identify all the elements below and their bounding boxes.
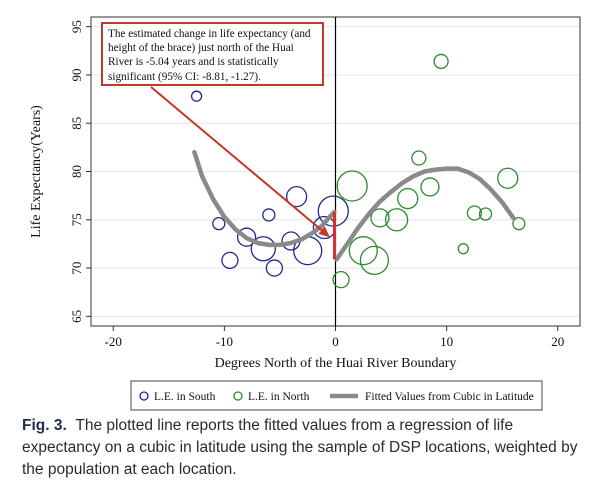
north-point (478, 207, 493, 221)
north-point (466, 205, 483, 221)
annotation-text: The estimated change in life expectancy … (108, 28, 311, 83)
x-tick-label: 20 (551, 334, 564, 349)
annotation-arrow (150, 86, 325, 233)
north-point (332, 270, 350, 289)
north-point (457, 243, 469, 255)
north-point (397, 187, 419, 210)
fitted-line-south (192, 149, 337, 248)
y-tick-label: 90 (69, 68, 84, 81)
y-tick-label: 65 (69, 310, 84, 323)
annotation-arrowhead (318, 226, 330, 238)
legend-fitted-label: Fitted Values from Cubic in Latitude (365, 391, 534, 403)
figure-caption: Fig. 3. The plotted line reports the fit… (22, 415, 584, 481)
x-tick-label: 0 (332, 334, 339, 349)
north-point (359, 245, 390, 275)
x-tick-label: -20 (105, 334, 122, 349)
y-tick-label: 70 (69, 262, 84, 275)
y-axis-label: Life Expectancy(Years) (29, 105, 44, 238)
south-point (212, 216, 226, 231)
y-tick-label: 85 (69, 117, 84, 130)
caption-text: The plotted line reports the fitted valu… (22, 417, 578, 478)
south-point (221, 251, 239, 269)
north-point (411, 150, 427, 166)
south-point (285, 185, 308, 208)
fitted-line-north (334, 166, 516, 262)
legend-south-label: L.E. in South (154, 391, 216, 403)
x-tick-label: 10 (440, 334, 453, 349)
x-axis-label: Degrees North of the Huai River Boundary (215, 356, 457, 371)
north-point (433, 53, 449, 70)
annotation-box: The estimated change in life expectancy … (101, 22, 324, 86)
caption-label: Fig. 3. (22, 417, 67, 434)
south-point (250, 236, 276, 262)
legend-north-marker (233, 391, 243, 401)
south-point (236, 227, 257, 247)
north-point (370, 208, 390, 228)
north-points (332, 53, 526, 289)
legend-north-label: L.E. in North (248, 391, 310, 403)
south-point (262, 208, 276, 222)
south-point (190, 90, 203, 102)
north-point (384, 208, 409, 232)
x-tick-label: -10 (216, 334, 233, 349)
x-axis-ticks: -20 -10 0 10 20 (105, 326, 564, 349)
north-point (336, 170, 368, 202)
y-axis-ticks: 65 70 75 80 85 90 95 (69, 20, 91, 323)
south-points (190, 90, 349, 277)
legend-south-marker (139, 391, 149, 401)
y-tick-label: 75 (69, 213, 84, 226)
north-point (497, 167, 519, 189)
north-point (348, 236, 378, 266)
legend: L.E. in South L.E. in North Fitted Value… (130, 380, 543, 411)
south-point (265, 259, 284, 277)
north-point (420, 177, 440, 197)
y-tick-label: 80 (69, 165, 84, 178)
north-point (512, 216, 526, 231)
y-tick-label: 95 (69, 20, 84, 33)
